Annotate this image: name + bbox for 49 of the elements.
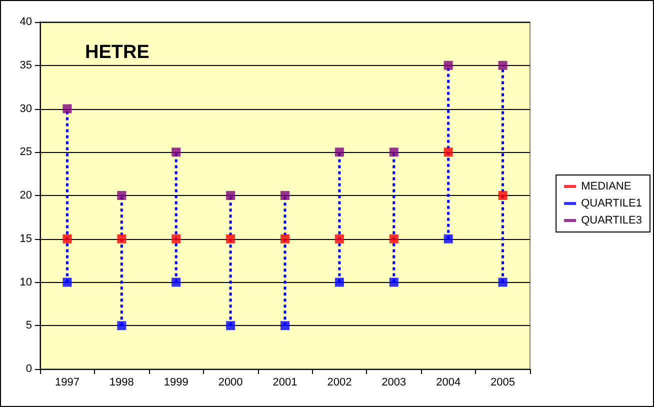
point [226, 191, 236, 200]
point [444, 60, 453, 70]
point [172, 148, 181, 157]
y-tick-label: 20 [20, 190, 32, 202]
text: HETRE [85, 42, 150, 63]
point [62, 278, 72, 287]
point [117, 234, 126, 244]
y-tick-label: 40 [20, 16, 32, 28]
x-tick-label: 1997 [54, 376, 80, 388]
point [226, 234, 236, 244]
x-tick-label: 2001 [272, 376, 298, 388]
y-tick-label: 35 [20, 59, 32, 72]
x-tick-label: 2000 [218, 376, 243, 388]
x-tick-label: 2002 [327, 376, 352, 388]
y-tick-label: 0 [26, 363, 32, 375]
point [498, 60, 508, 70]
legend-label: QUARTILE3 [581, 214, 642, 226]
point [444, 234, 453, 244]
x-tick-label: 1998 [109, 376, 134, 388]
point [62, 234, 72, 244]
point [498, 191, 508, 200]
point [334, 148, 344, 157]
point [117, 191, 126, 200]
point [389, 234, 398, 244]
point [117, 321, 126, 330]
legend-label: QUARTILE1 [581, 198, 642, 210]
point [172, 234, 181, 244]
point [498, 278, 508, 287]
x-tick-label: 2004 [436, 376, 461, 388]
point [280, 234, 290, 244]
y-tick-label: 30 [20, 102, 32, 115]
x-tick-label: 2005 [490, 376, 516, 388]
point [389, 148, 398, 157]
y-tick-label: 25 [20, 146, 32, 158]
point [280, 321, 290, 330]
point [172, 278, 181, 287]
point [334, 278, 344, 287]
x-tick-label: 2003 [382, 376, 406, 388]
legend-label: MEDIANE [581, 180, 632, 192]
point [389, 278, 398, 287]
y-tick-label: 10 [20, 276, 32, 288]
point [334, 234, 344, 244]
point [444, 148, 453, 157]
y-tick-label: 15 [20, 232, 32, 245]
point [226, 321, 236, 330]
point [62, 104, 72, 114]
x-tick-label: 1999 [164, 376, 188, 388]
point [280, 191, 290, 200]
y-tick-label: 5 [26, 320, 32, 332]
